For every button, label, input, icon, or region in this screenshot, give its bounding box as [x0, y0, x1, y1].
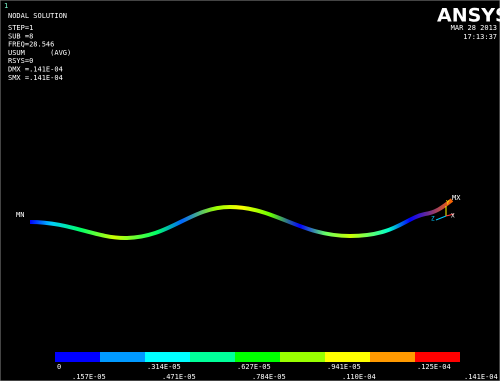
time: 17:13:37 [463, 33, 497, 41]
viewport: 1 NODAL SOLUTION ANSYS MAR 28 2013 17:13… [0, 0, 500, 381]
legend-swatch [145, 352, 190, 362]
legend-label: .125E-04 [417, 363, 451, 371]
legend-label: .941E-05 [327, 363, 361, 371]
frame [0, 0, 500, 381]
header-line: FREQ=28.546 [8, 41, 54, 49]
header-line: USUM (AVG) [8, 49, 71, 57]
header-line: SMX =.141E-04 [8, 74, 63, 82]
legend-swatch [370, 352, 415, 362]
legend-label: .141E-04 [464, 373, 498, 381]
triad-y-label: Y [446, 200, 450, 207]
legend-label: .110E-04 [342, 373, 376, 381]
header-line: RSYS=0 [8, 57, 33, 65]
legend-swatch [100, 352, 145, 362]
title: NODAL SOLUTION [8, 12, 67, 20]
header-line: STEP=1 [8, 24, 33, 32]
min-label: MN [16, 211, 24, 219]
date: MAR 28 2013 [451, 24, 497, 32]
legend-label: 0 [57, 363, 61, 371]
legend-label: .627E-05 [237, 363, 271, 371]
legend-label: .471E-05 [162, 373, 196, 381]
legend-swatch [190, 352, 235, 362]
triad-z-label: Z [431, 216, 435, 223]
legend-swatch [325, 352, 370, 362]
legend-swatch [55, 352, 100, 362]
legend-label: .314E-05 [147, 363, 181, 371]
triad-x-label: X [451, 213, 455, 220]
page: 1 NODAL SOLUTION ANSYS MAR 28 2013 17:13… [0, 0, 500, 381]
header-line: DMX =.141E-04 [8, 66, 63, 74]
header-line: SUB =8 [8, 32, 33, 40]
window-number: 1 [4, 2, 8, 10]
legend-label: .784E-05 [252, 373, 286, 381]
legend-swatch [235, 352, 280, 362]
legend-swatch [280, 352, 325, 362]
legend-swatch [415, 352, 460, 362]
legend-label: .157E-05 [72, 373, 106, 381]
max-label: MX [452, 194, 461, 202]
